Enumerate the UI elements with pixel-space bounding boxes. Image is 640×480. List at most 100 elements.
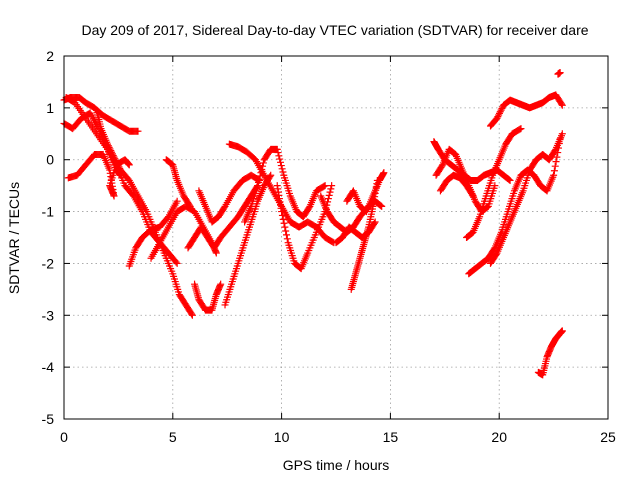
data-point [109,152,117,160]
data-point [188,310,196,318]
series-arc-2 [60,109,181,267]
data-point [111,155,119,163]
data-point [282,231,290,239]
y-tick-label: -5 [42,411,55,427]
data-point [259,159,267,167]
y-axis-tick-labels: 2 1 0 -1 -2 -3 -4 -5 [42,48,55,427]
data-point [266,173,274,181]
y-tick-label: -1 [42,204,55,220]
data-point [280,219,288,227]
data-point [326,188,334,196]
data-point [276,155,284,163]
x-tick-label: 25 [600,429,616,445]
data-point [558,101,566,109]
data-point [505,176,513,184]
series-arc-27 [534,327,566,379]
data-point [325,191,333,199]
data-point [258,165,266,173]
data-point [553,153,561,161]
data-point [188,311,196,319]
data-point [483,204,491,212]
data-point [134,127,142,135]
data-point [438,162,446,170]
x-tick-label: 10 [274,429,290,445]
data-point [185,201,193,209]
series-arc-6 [125,197,181,270]
data-point [494,113,502,121]
data-point [324,195,332,203]
series-arc-10 [191,280,225,314]
data-point [278,208,286,216]
y-tick-label: -2 [42,255,55,271]
data-point [212,249,220,257]
data-point [496,108,504,116]
x-tick-label: 0 [60,429,68,445]
data-point [468,191,476,199]
data-point [105,143,113,151]
data-point [278,211,286,219]
data-point [259,162,267,170]
series-arc-15 [273,182,336,273]
data-point [556,69,564,77]
series-arc-19 [343,169,388,216]
data-point [125,161,133,169]
data-point [275,152,283,160]
x-tick-label: 15 [383,429,399,445]
data-point [380,169,388,177]
data-point [497,106,505,114]
data-point [186,202,194,210]
axis-ticks [63,55,609,420]
x-tick-label: 5 [169,429,177,445]
data-point [282,227,290,235]
series-arc-22 [436,171,477,200]
data-point [257,169,265,177]
series-arc-25 [486,130,566,267]
data-point [378,202,386,210]
data-point [107,147,115,155]
data-point [370,219,378,227]
data-point [557,100,565,108]
data-point [112,158,120,166]
data-point [254,178,262,186]
data-point [173,197,181,205]
y-axis-label: SDTVAR / TECUs [6,182,22,294]
data-point [114,161,122,169]
chart-title: Day 209 of 2017, Sidereal Day-to-day VTE… [81,22,588,38]
data-point [173,259,181,267]
data-point [279,168,287,176]
data-point [305,204,313,212]
series-arc-26 [486,91,566,130]
data-point [495,109,503,117]
data-point [492,250,500,258]
data-point [277,158,285,166]
data-point [277,162,285,170]
x-axis-tick-labels: 0 5 10 15 20 25 [60,429,616,445]
data-point [267,171,275,179]
data-point [328,182,336,190]
y-tick-label: -3 [42,307,55,323]
data-point [377,202,385,210]
data-point [495,111,503,119]
series-arc-14 [241,145,329,226]
data-point [279,215,287,223]
data-point [320,182,328,190]
data-point [551,147,559,155]
data-point [550,167,558,175]
x-tick-label: 20 [491,429,507,445]
data-point [321,182,329,190]
data-point [469,192,477,200]
data-point [278,165,286,173]
y-tick-label: 1 [46,100,54,116]
data-point [506,176,514,184]
series-arc-5 [93,106,196,319]
y-tick-label: 2 [46,48,54,64]
data-point [108,148,116,156]
data-point [113,160,121,168]
series-arc-11 [195,171,264,226]
data-point [106,145,114,153]
data-point [172,258,180,266]
series-arc-28 [554,69,564,78]
data-point [254,182,262,190]
data-point [558,130,566,138]
